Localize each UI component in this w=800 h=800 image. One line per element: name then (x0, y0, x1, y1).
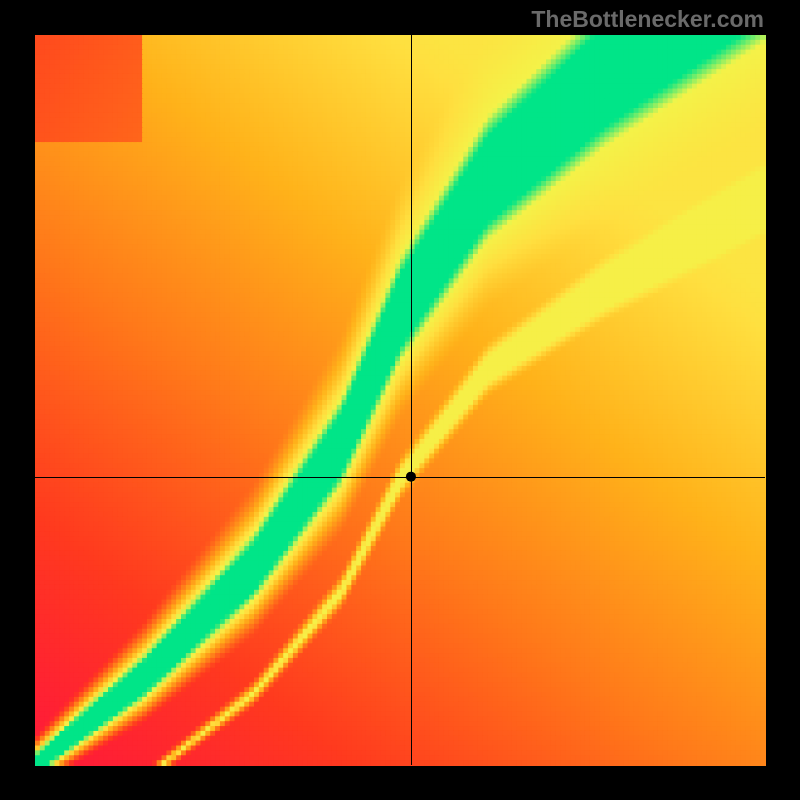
overlay-canvas (0, 0, 800, 800)
chart-frame: { "chart": { "type": "heatmap", "canvas"… (0, 0, 800, 800)
watermark-text: TheBottlenecker.com (531, 6, 764, 33)
